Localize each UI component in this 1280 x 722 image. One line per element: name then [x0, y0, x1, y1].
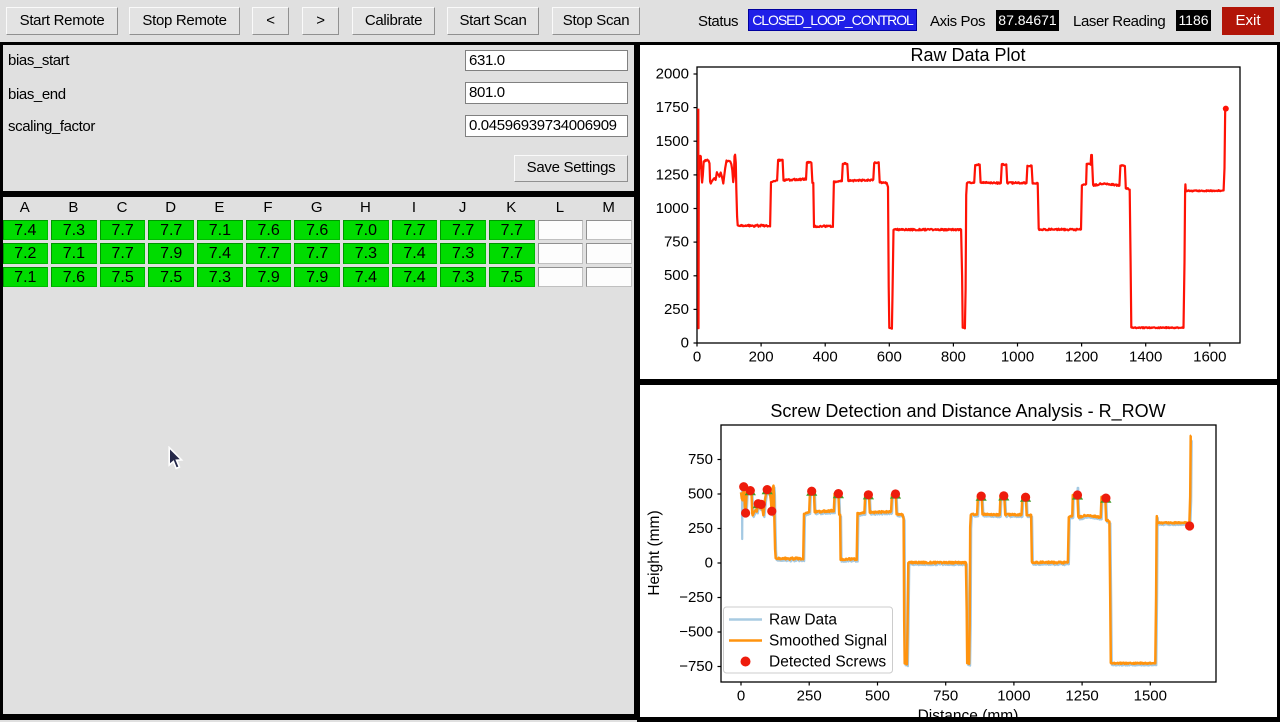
- svg-text:1000: 1000: [997, 688, 1030, 705]
- svg-text:0: 0: [693, 349, 701, 366]
- svg-text:Height (mm): Height (mm): [646, 510, 663, 595]
- svg-text:Distance (mm): Distance (mm): [918, 708, 1019, 721]
- svg-text:−500: −500: [679, 624, 713, 641]
- svg-text:500: 500: [688, 486, 713, 503]
- svg-text:750: 750: [688, 451, 713, 468]
- svg-text:750: 750: [664, 234, 689, 251]
- svg-text:1600: 1600: [1193, 349, 1226, 366]
- svg-text:1250: 1250: [656, 166, 689, 183]
- svg-text:250: 250: [797, 688, 822, 705]
- svg-text:1500: 1500: [1134, 688, 1167, 705]
- svg-text:200: 200: [749, 349, 774, 366]
- svg-text:1000: 1000: [656, 200, 689, 217]
- svg-text:750: 750: [933, 688, 958, 705]
- svg-text:−750: −750: [679, 658, 713, 675]
- svg-text:Raw Data Plot: Raw Data Plot: [910, 45, 1025, 65]
- svg-text:Raw Data: Raw Data: [769, 612, 837, 629]
- svg-text:500: 500: [664, 267, 689, 284]
- svg-text:0: 0: [681, 335, 689, 352]
- svg-text:−250: −250: [679, 589, 713, 606]
- svg-text:1750: 1750: [656, 99, 689, 116]
- svg-text:250: 250: [688, 520, 713, 537]
- svg-text:0: 0: [705, 555, 713, 572]
- svg-text:1500: 1500: [656, 133, 689, 150]
- svg-text:0: 0: [737, 688, 745, 705]
- svg-text:400: 400: [813, 349, 838, 366]
- svg-text:500: 500: [865, 688, 890, 705]
- svg-text:1250: 1250: [1065, 688, 1098, 705]
- svg-text:1200: 1200: [1065, 349, 1098, 366]
- svg-text:Detected Screws: Detected Screws: [769, 654, 886, 671]
- svg-text:Screw Detection and Distance A: Screw Detection and Distance Analysis - …: [770, 401, 1165, 422]
- svg-text:Smoothed Signal: Smoothed Signal: [769, 633, 887, 650]
- svg-text:800: 800: [941, 349, 966, 366]
- svg-text:1000: 1000: [1001, 349, 1034, 366]
- svg-text:600: 600: [877, 349, 902, 366]
- svg-text:2000: 2000: [656, 66, 689, 83]
- svg-text:1400: 1400: [1129, 349, 1162, 366]
- svg-text:250: 250: [664, 301, 689, 318]
